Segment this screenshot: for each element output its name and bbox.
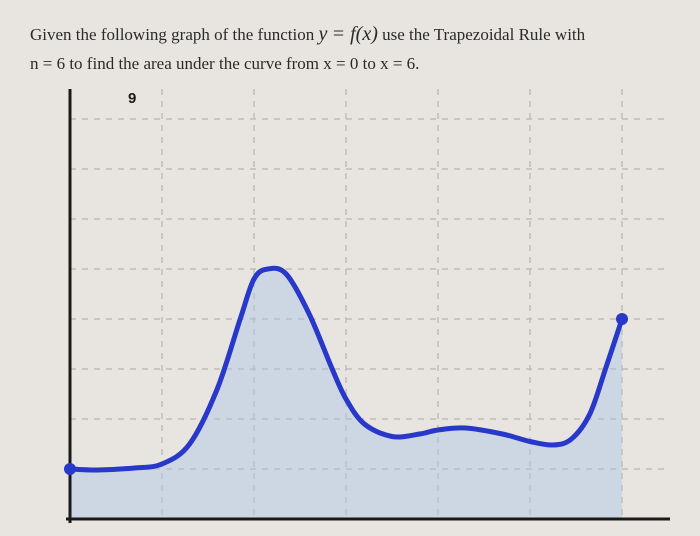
q-line1-post: use the Trapezoidal Rule with [382, 25, 585, 44]
q-line1-pre: Given the following graph of the functio… [30, 25, 314, 44]
eq-lhs: y [318, 23, 327, 45]
svg-text:9: 9 [128, 90, 136, 107]
question-text: Given the following graph of the functio… [30, 18, 670, 77]
chart-svg: 9 [30, 89, 670, 529]
chart-container: 9 [30, 89, 670, 529]
q-line2: n = 6 to find the area under the curve f… [30, 54, 419, 73]
eq-rhs: f(x) [350, 23, 378, 45]
eq-equals: = [332, 23, 351, 45]
